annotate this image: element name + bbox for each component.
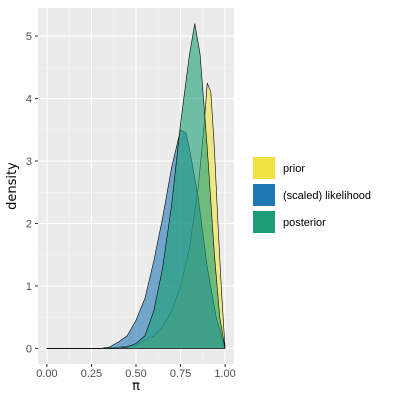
- y-tick-label: 5: [26, 31, 32, 43]
- legend-label: (scaled) likelihood: [283, 190, 371, 202]
- x-tick-label: 0.50: [125, 368, 146, 380]
- legend-label: prior: [283, 163, 305, 175]
- series-areas: [46, 23, 226, 350]
- y-tick-label: 4: [26, 94, 32, 106]
- x-tick-label: 0.00: [36, 368, 57, 380]
- legend: prior (scaled) likelihood posterior: [253, 157, 371, 233]
- legend-key-1: [253, 184, 275, 206]
- series-area-2: [46, 23, 226, 349]
- x-tick-label: 0.25: [81, 368, 102, 380]
- x-tick-label: 0.75: [170, 368, 191, 380]
- y-axis-ticks: 0 1 2 3 4 5: [26, 31, 38, 355]
- y-tick-label: 0: [26, 343, 32, 355]
- x-axis-title: π: [132, 379, 140, 394]
- y-tick-label: 2: [26, 218, 32, 230]
- x-tick-label: 1.00: [214, 368, 235, 380]
- legend-key-2: [253, 211, 275, 233]
- y-axis-title: density: [5, 162, 20, 210]
- x-axis-ticks: 0.00 0.25 0.50 0.75 1.00: [36, 364, 236, 380]
- y-tick-label: 1: [26, 281, 32, 293]
- y-tick-label: 3: [26, 156, 32, 168]
- legend-key-0: [253, 157, 275, 179]
- legend-label: posterior: [283, 217, 326, 229]
